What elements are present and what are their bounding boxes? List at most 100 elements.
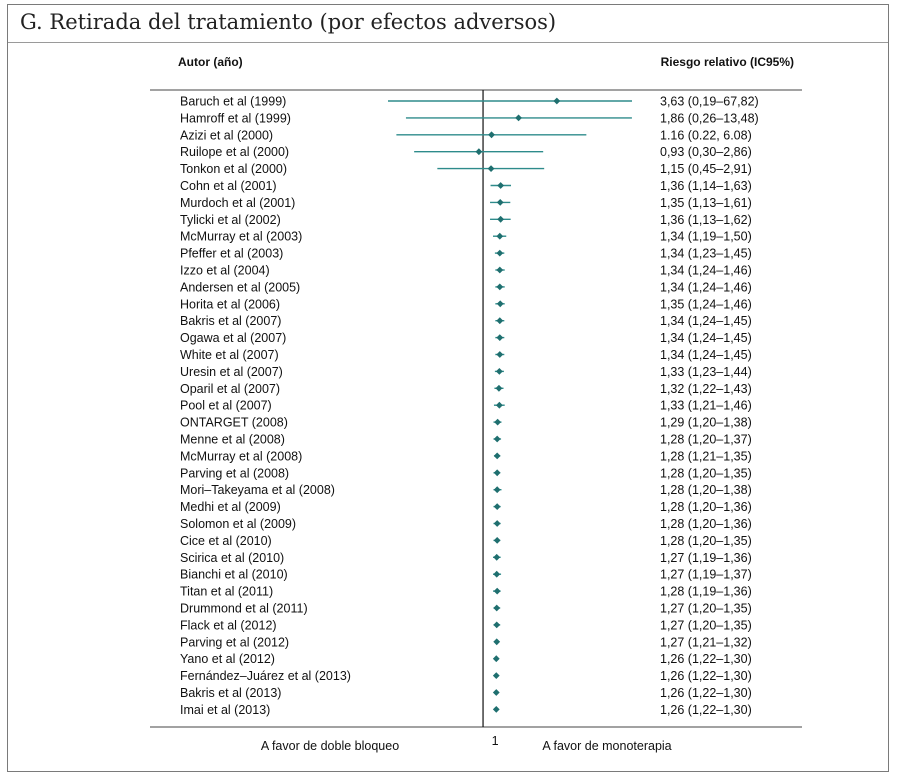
- point-estimate-marker: [496, 199, 504, 206]
- study-label: White et al (2007): [180, 348, 279, 362]
- study-column-header: Autor (año): [178, 55, 243, 69]
- study-label: Ruilope et al (2000): [180, 145, 289, 159]
- study-label: Bianchi et al (2010): [180, 568, 288, 582]
- point-estimate-marker: [496, 283, 504, 291]
- study-label: Ogawa et al (2007): [180, 331, 286, 345]
- point-estimate-marker: [487, 165, 495, 172]
- study-label: Parving et al (2008): [180, 466, 289, 480]
- estimate-label: 1,34 (1,23–1,45): [660, 247, 752, 261]
- point-estimate-marker: [493, 469, 501, 477]
- point-estimate-marker: [493, 638, 501, 646]
- study-label: Izzo et al (2004): [180, 264, 270, 278]
- figure-frame: [7, 4, 889, 772]
- study-label: McMurray et al (2003): [180, 230, 302, 244]
- study-label: Menne et al (2008): [180, 433, 285, 447]
- estimate-label: 1,86 (0,26–13,48): [660, 111, 759, 125]
- estimate-label: 1,26 (1,22–1,30): [660, 652, 752, 666]
- study-label: Andersen et al (2005): [180, 280, 300, 294]
- study-label: Pool et al (2007): [180, 399, 272, 413]
- estimate-label: 1,28 (1,20–1,36): [660, 517, 752, 531]
- estimate-label: 1,32 (1,22–1,43): [660, 382, 752, 396]
- estimate-label: 1,26 (1,22–1,30): [660, 686, 752, 700]
- estimate-label: 1,27 (1,21–1,32): [660, 635, 752, 649]
- estimate-label: 1,27 (1,19–1,36): [660, 551, 752, 565]
- estimate-label: 1,35 (1,24–1,46): [660, 297, 752, 311]
- chart-title: G. Retirada del tratamiento (por efectos…: [20, 10, 557, 34]
- estimate-label: 1,36 (1,14–1,63): [660, 179, 752, 193]
- study-label: Pfeffer et al (2003): [180, 247, 283, 261]
- point-estimate-marker: [495, 401, 503, 409]
- right-direction-label: A favor de monoterapia: [542, 739, 671, 753]
- point-estimate-marker: [493, 587, 501, 595]
- study-label: Bakris et al (2013): [180, 686, 281, 700]
- study-label: Uresin et al (2007): [180, 365, 283, 379]
- point-estimate-marker: [493, 621, 501, 629]
- study-label: Hamroff et al (1999): [180, 111, 291, 125]
- point-estimate-marker: [553, 97, 561, 105]
- point-estimate-marker: [488, 131, 495, 139]
- point-estimate-marker: [496, 351, 504, 358]
- point-estimate-marker: [493, 435, 501, 443]
- point-estimate-marker: [496, 300, 504, 308]
- point-estimate-marker: [494, 418, 502, 426]
- study-label: Tylicki et al (2002): [180, 213, 281, 227]
- estimate-label: 1,34 (1,24–1,45): [660, 331, 752, 345]
- estimate-label: 1,29 (1,20–1,38): [660, 416, 752, 430]
- estimate-label: 1,34 (1,24–1,45): [660, 314, 752, 328]
- study-label: Baruch et al (1999): [180, 95, 286, 109]
- estimate-label: 1,28 (1,20–1,36): [660, 500, 752, 514]
- estimate-label: 0,93 (0,30–2,86): [660, 145, 752, 159]
- study-label: Oparil et al (2007): [180, 382, 280, 396]
- estimate-label: 1,28 (1,20–1,37): [660, 433, 752, 447]
- study-label: Titan et al (2011): [180, 585, 273, 599]
- point-estimate-marker: [493, 520, 501, 527]
- study-label: Solomon et al (2009): [180, 517, 296, 531]
- study-label: Flack et al (2012): [180, 618, 277, 632]
- estimate-label: 1.16 (0.22, 6.08): [660, 128, 752, 142]
- point-estimate-marker: [492, 655, 500, 663]
- point-estimate-marker: [497, 182, 505, 189]
- estimate-label: 1,28 (1,20–1,38): [660, 483, 752, 497]
- estimate-label: 1,33 (1,21–1,46): [660, 399, 752, 413]
- estimate-label: 1,26 (1,22–1,30): [660, 669, 752, 683]
- estimate-label: 1,26 (1,22–1,30): [660, 703, 752, 717]
- study-label: Azizi et al (2000): [180, 128, 273, 142]
- left-direction-label: A favor de doble bloqueo: [261, 739, 399, 753]
- estimate-label: 1,36 (1,13–1,62): [660, 213, 752, 227]
- title-divider: [8, 42, 888, 43]
- study-label: Medhi et al (2009): [180, 500, 281, 514]
- point-estimate-marker: [475, 148, 483, 156]
- point-estimate-marker: [492, 672, 500, 679]
- estimate-label: 1,28 (1,20–1,35): [660, 534, 752, 548]
- point-estimate-marker: [496, 266, 504, 274]
- study-label: Scirica et al (2010): [180, 551, 284, 565]
- estimate-label: 1,28 (1,19–1,36): [660, 585, 752, 599]
- point-estimate-marker: [493, 553, 501, 561]
- point-estimate-marker: [493, 486, 501, 494]
- point-estimate-marker: [493, 452, 501, 460]
- point-estimate-marker: [493, 503, 501, 510]
- point-estimate-marker: [495, 384, 503, 392]
- study-label: ONTARGET (2008): [180, 416, 288, 430]
- study-label: Horita et al (2006): [180, 297, 280, 311]
- study-label: Bakris et al (2007): [180, 314, 281, 328]
- point-estimate-marker: [496, 334, 504, 341]
- point-estimate-marker: [493, 604, 501, 612]
- estimate-label: 1,27 (1,20–1,35): [660, 618, 752, 632]
- study-rows: Baruch et al (1999) 3,63 (0,19–67,82) Hamr…: [180, 95, 759, 717]
- study-label: Yano et al (2012): [180, 652, 275, 666]
- estimate-label: 1,33 (1,23–1,44): [660, 365, 752, 379]
- study-label: Imai et al (2013): [180, 703, 270, 717]
- study-label: Cohn et al (2001): [180, 179, 277, 193]
- study-label: Parving et al (2012): [180, 635, 289, 649]
- point-estimate-marker: [492, 689, 500, 696]
- estimate-label: 1,28 (1,21–1,35): [660, 449, 752, 463]
- study-label: Murdoch et al (2001): [180, 196, 295, 210]
- point-estimate-marker: [495, 368, 503, 375]
- study-label: Cice et al (2010): [180, 534, 272, 548]
- point-estimate-marker: [496, 232, 504, 240]
- point-estimate-marker: [496, 249, 504, 257]
- point-estimate-marker: [493, 570, 501, 578]
- point-estimate-marker: [492, 706, 500, 713]
